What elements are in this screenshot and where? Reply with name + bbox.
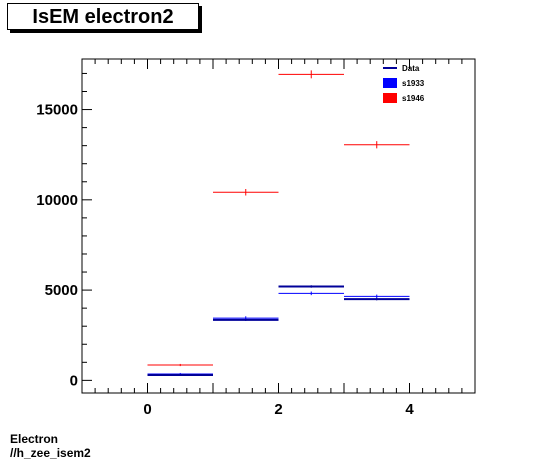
legend-swatch-s1946 — [383, 93, 397, 103]
legend-label: s1933 — [402, 79, 425, 88]
axes: 0 2 4 0 5000 10000 15000 — [36, 59, 476, 418]
x-tick-label: 0 — [143, 401, 151, 418]
footer-path: //h_zee_isem2 — [10, 446, 91, 460]
marks — [147, 70, 410, 376]
y-tick-label: 5000 — [45, 282, 78, 299]
chart-title: IsEM electron2 — [32, 6, 174, 28]
plot-frame — [81, 58, 476, 394]
x-tick-label: 2 — [274, 401, 282, 418]
y-tick-label: 15000 — [36, 102, 78, 119]
y-tick-label: 10000 — [36, 192, 78, 209]
x-tick-label: 4 — [405, 401, 414, 418]
footer-label: Electron — [10, 432, 59, 446]
legend-swatch-s1933 — [383, 78, 397, 88]
legend-label: s1946 — [402, 94, 425, 103]
legend-label: Data — [402, 64, 420, 73]
y-tick-label: 0 — [70, 372, 78, 389]
title-box: IsEM electron2 — [7, 3, 199, 30]
legend: Data s1933 s1946 — [383, 64, 425, 103]
